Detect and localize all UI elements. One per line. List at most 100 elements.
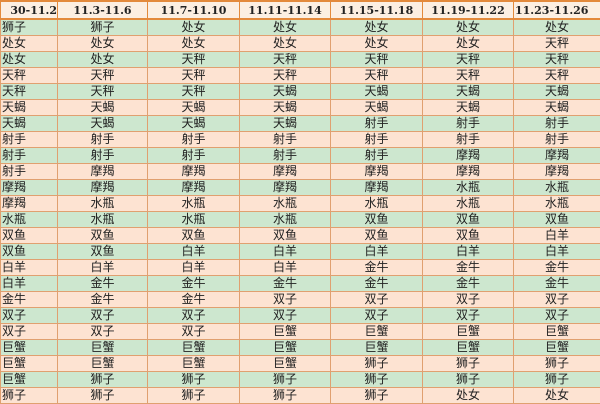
table-cell: 处女 bbox=[514, 19, 600, 36]
table-cell: 白羊 bbox=[423, 244, 514, 260]
table-cell: 射手 bbox=[148, 148, 240, 164]
table-cell: 双子 bbox=[240, 292, 331, 308]
table-cell: 狮子 bbox=[240, 372, 331, 388]
table-cell: 处女 bbox=[1, 36, 58, 52]
table-cell: 双子 bbox=[148, 324, 240, 340]
table-cell: 巨蟹 bbox=[58, 340, 148, 356]
table-row: 巨蟹巨蟹巨蟹巨蟹狮子狮子狮子 bbox=[1, 356, 600, 372]
table-cell: 双子 bbox=[514, 308, 600, 324]
table-cell: 水瓶 bbox=[148, 212, 240, 228]
table-cell: 金牛 bbox=[148, 276, 240, 292]
table-cell: 双子 bbox=[148, 308, 240, 324]
table-cell: 金牛 bbox=[148, 292, 240, 308]
table-cell: 天秤 bbox=[423, 52, 514, 68]
table-cell: 双鱼 bbox=[1, 228, 58, 244]
table-cell: 天蝎 bbox=[148, 116, 240, 132]
table-cell: 天秤 bbox=[240, 68, 331, 84]
column-header: 11.11-11.14 bbox=[240, 1, 331, 19]
table-cell: 水瓶 bbox=[514, 180, 600, 196]
table-cell: 天秤 bbox=[148, 52, 240, 68]
table-cell: 天蝎 bbox=[331, 84, 423, 100]
table-cell: 处女 bbox=[331, 19, 423, 36]
table-cell: 天秤 bbox=[240, 52, 331, 68]
table-cell: 白羊 bbox=[240, 260, 331, 276]
table-row: 处女处女天秤天秤天秤天秤天秤 bbox=[1, 52, 600, 68]
table-cell: 狮子 bbox=[148, 372, 240, 388]
table-cell: 狮子 bbox=[1, 388, 58, 404]
table-cell: 天蝎 bbox=[148, 100, 240, 116]
table-cell: 处女 bbox=[423, 19, 514, 36]
table-cell: 处女 bbox=[1, 52, 58, 68]
table-cell: 巨蟹 bbox=[514, 324, 600, 340]
table-cell: 金牛 bbox=[1, 292, 58, 308]
table-cell: 天蝎 bbox=[240, 84, 331, 100]
table-cell: 巨蟹 bbox=[1, 340, 58, 356]
table-cell: 天蝎 bbox=[331, 100, 423, 116]
table-cell: 金牛 bbox=[423, 276, 514, 292]
table-cell: 射手 bbox=[148, 132, 240, 148]
table-cell: 金牛 bbox=[331, 260, 423, 276]
table-row: 双鱼双鱼白羊白羊白羊白羊白羊 bbox=[1, 244, 600, 260]
column-header: 11.23-11.26 bbox=[514, 1, 600, 19]
table-cell: 天秤 bbox=[58, 68, 148, 84]
table-cell: 巨蟹 bbox=[331, 324, 423, 340]
table-cell: 水瓶 bbox=[240, 196, 331, 212]
table-row: 摩羯摩羯摩羯摩羯摩羯水瓶水瓶 bbox=[1, 180, 600, 196]
table-cell: 白羊 bbox=[1, 276, 58, 292]
table-cell: 摩羯 bbox=[331, 180, 423, 196]
table-cell: 摩羯 bbox=[240, 164, 331, 180]
table-row: 双子双子双子双子双子双子双子 bbox=[1, 308, 600, 324]
table-cell: 天秤 bbox=[514, 52, 600, 68]
table-cell: 射手 bbox=[331, 148, 423, 164]
table-cell: 天秤 bbox=[331, 68, 423, 84]
table-cell: 处女 bbox=[423, 388, 514, 404]
table-cell: 巨蟹 bbox=[148, 340, 240, 356]
table-cell: 天蝎 bbox=[514, 84, 600, 100]
table-cell: 处女 bbox=[148, 36, 240, 52]
table-cell: 狮子 bbox=[331, 356, 423, 372]
table-cell: 金牛 bbox=[514, 276, 600, 292]
table-cell: 双子 bbox=[423, 308, 514, 324]
table-cell: 处女 bbox=[423, 36, 514, 52]
table-cell: 处女 bbox=[240, 19, 331, 36]
table-cell: 双鱼 bbox=[331, 228, 423, 244]
table-cell: 水瓶 bbox=[331, 196, 423, 212]
table-cell: 白羊 bbox=[331, 244, 423, 260]
table-row: 白羊白羊白羊白羊金牛金牛金牛 bbox=[1, 260, 600, 276]
table-cell: 狮子 bbox=[514, 372, 600, 388]
table-row: 双鱼双鱼双鱼双鱼双鱼双鱼白羊 bbox=[1, 228, 600, 244]
table-cell: 天秤 bbox=[148, 84, 240, 100]
table-cell: 白羊 bbox=[514, 228, 600, 244]
table-cell: 天秤 bbox=[514, 68, 600, 84]
table-row: 白羊金牛金牛金牛金牛金牛金牛 bbox=[1, 276, 600, 292]
table-row: 摩羯水瓶水瓶水瓶水瓶水瓶水瓶 bbox=[1, 196, 600, 212]
table-cell: 摩羯 bbox=[58, 164, 148, 180]
table-cell: 双子 bbox=[240, 308, 331, 324]
table-cell: 摩羯 bbox=[148, 180, 240, 196]
table-cell: 金牛 bbox=[240, 276, 331, 292]
table-cell: 处女 bbox=[240, 36, 331, 52]
table-cell: 狮子 bbox=[331, 388, 423, 404]
table-cell: 射手 bbox=[1, 148, 58, 164]
table-cell: 水瓶 bbox=[148, 196, 240, 212]
table-row: 天蝎天蝎天蝎天蝎射手射手射手 bbox=[1, 116, 600, 132]
table-cell: 狮子 bbox=[423, 372, 514, 388]
table-cell: 天蝎 bbox=[1, 116, 58, 132]
table-cell: 狮子 bbox=[148, 388, 240, 404]
table-row: 天秤天秤天秤天蝎天蝎天蝎天蝎 bbox=[1, 84, 600, 100]
table-cell: 金牛 bbox=[423, 260, 514, 276]
table-row: 狮子狮子处女处女处女处女处女 bbox=[1, 19, 600, 36]
table-cell: 双鱼 bbox=[423, 212, 514, 228]
table-cell: 摩羯 bbox=[58, 180, 148, 196]
table-cell: 天秤 bbox=[514, 36, 600, 52]
table-cell: 射手 bbox=[514, 132, 600, 148]
table-cell: 白羊 bbox=[58, 260, 148, 276]
table-cell: 金牛 bbox=[58, 292, 148, 308]
table-cell: 射手 bbox=[58, 148, 148, 164]
table-cell: 巨蟹 bbox=[331, 340, 423, 356]
table-cell: 巨蟹 bbox=[240, 340, 331, 356]
table-cell: 双鱼 bbox=[148, 228, 240, 244]
column-header: 11.19-11.22 bbox=[423, 1, 514, 19]
table-cell: 天秤 bbox=[331, 52, 423, 68]
